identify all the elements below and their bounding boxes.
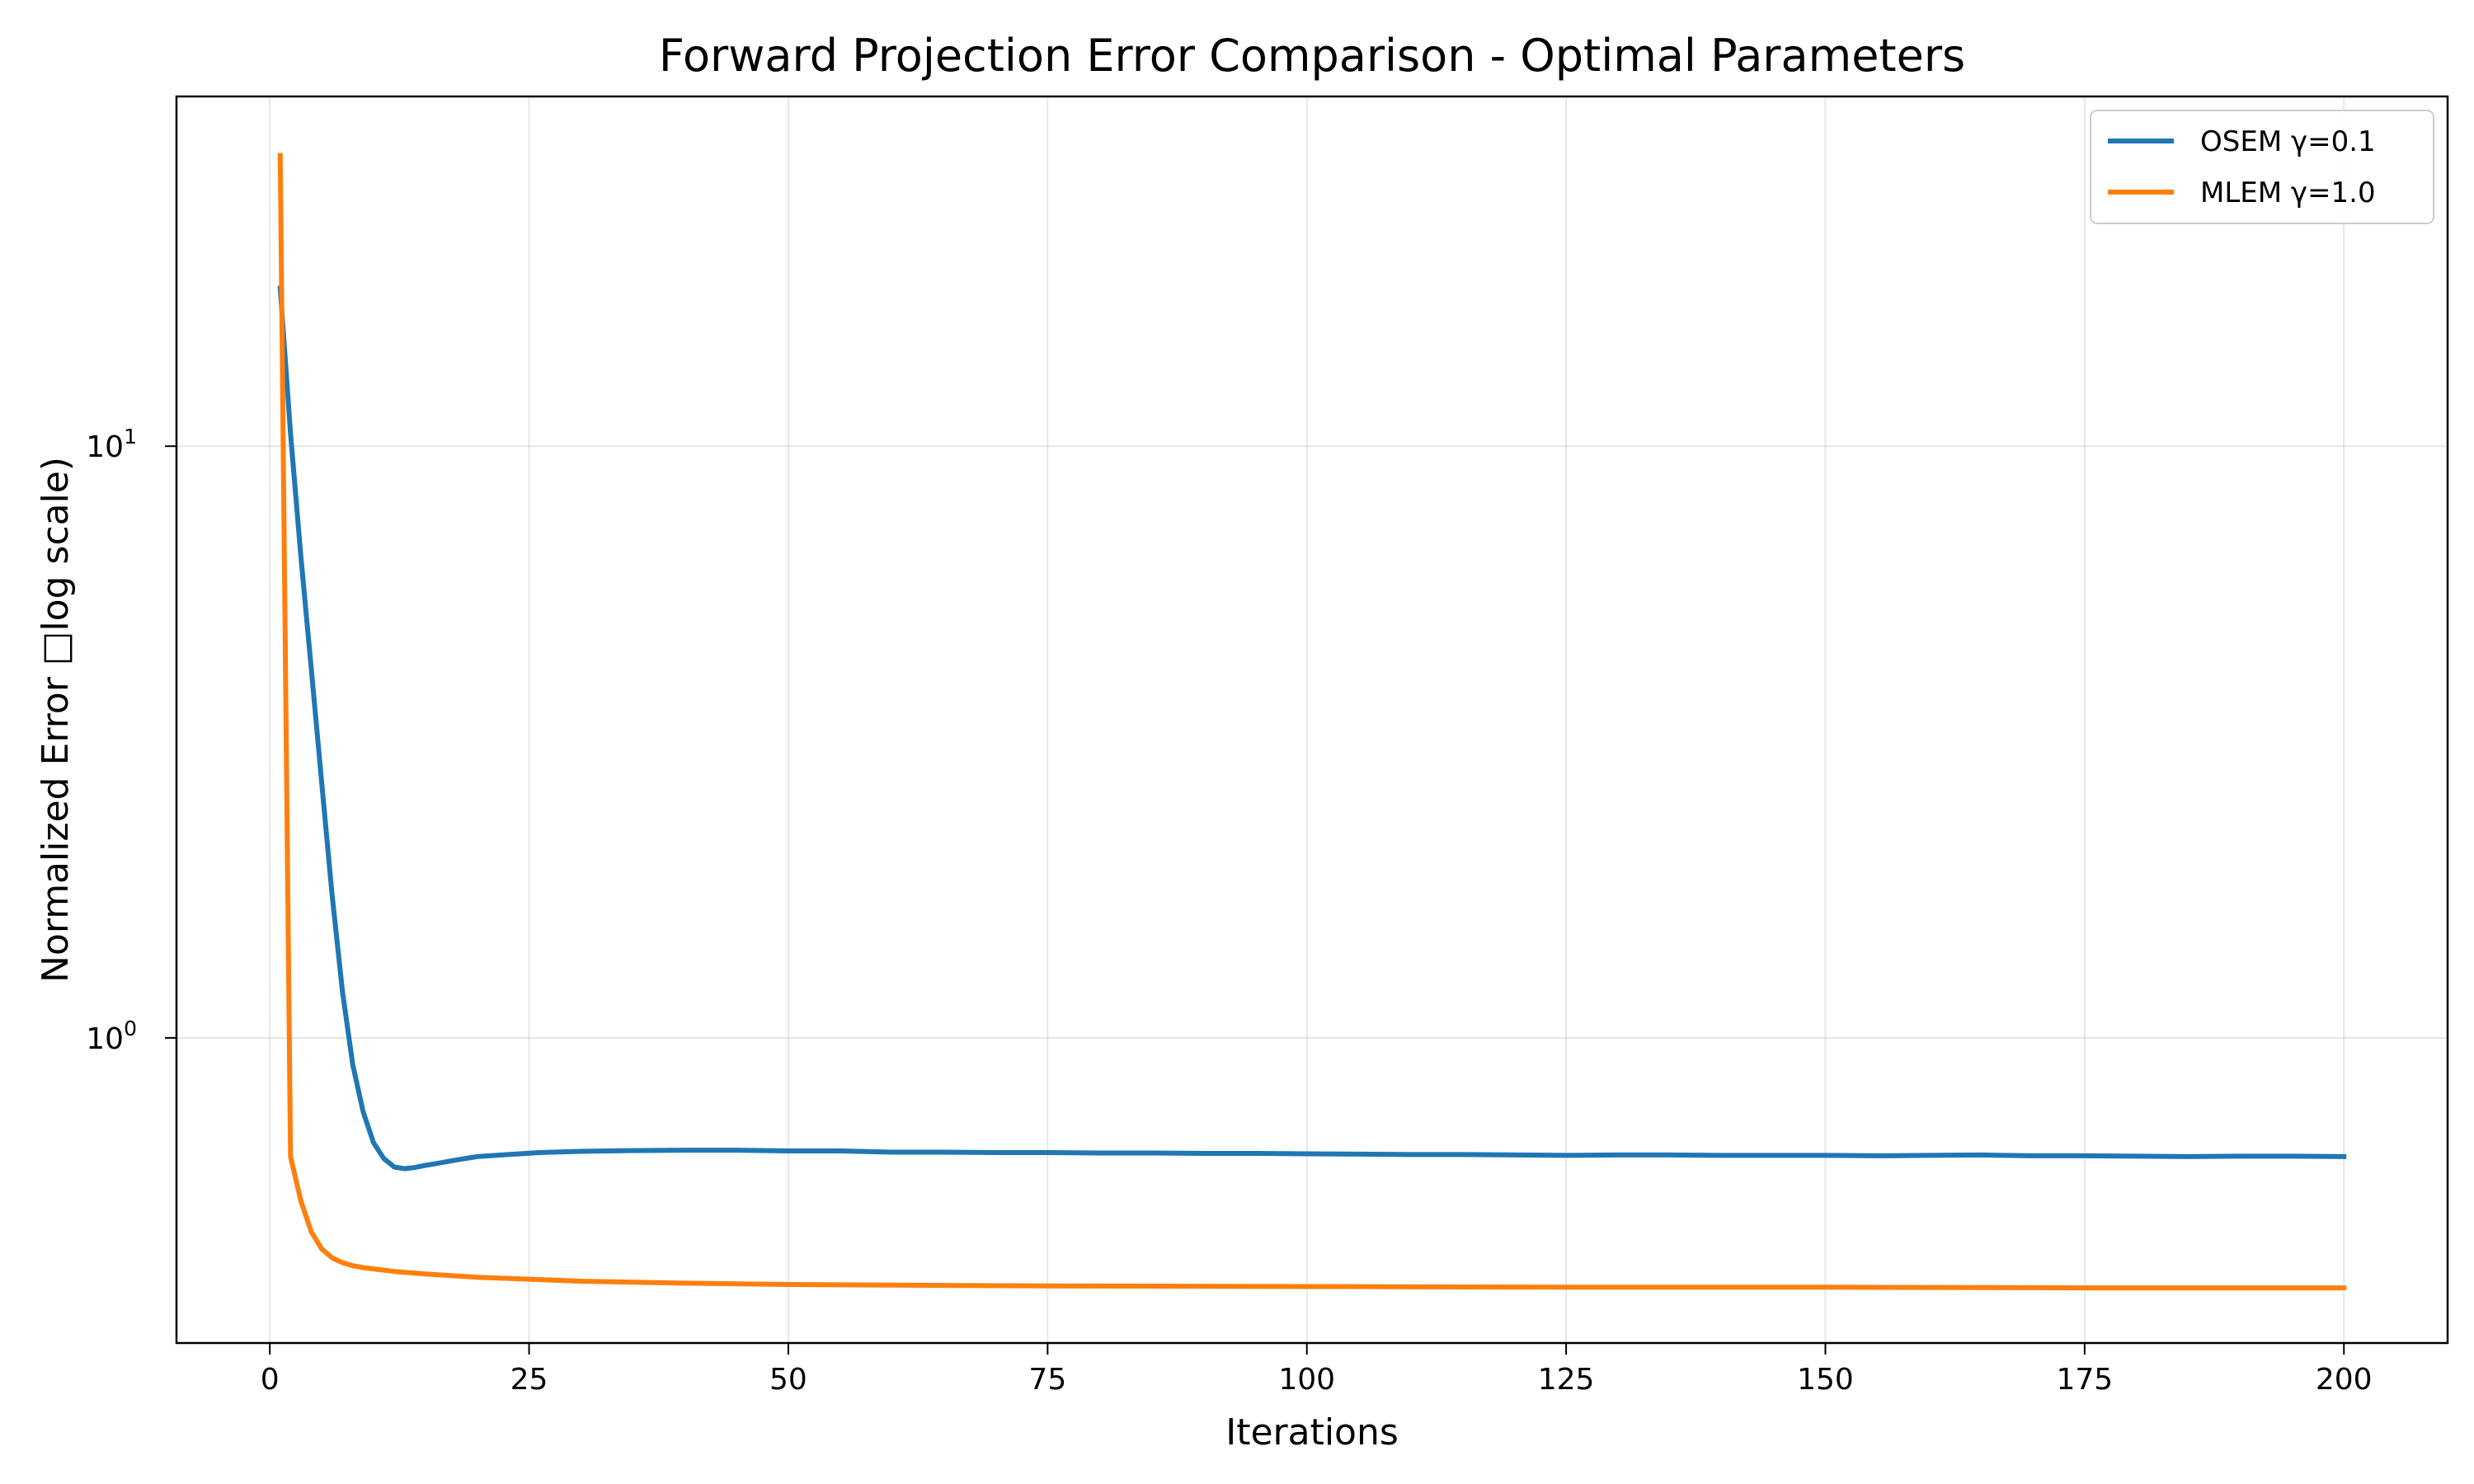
x-tick-label: 150 — [1797, 1363, 1854, 1397]
x-tick-label: 50 — [769, 1363, 807, 1397]
x-tick-label: 200 — [2316, 1363, 2373, 1397]
legend-box — [2090, 110, 2434, 224]
legend-label-mlem: MLEM γ=1.0 — [2200, 176, 2376, 209]
grid — [176, 96, 2448, 1343]
series-line-mlem — [277, 153, 2347, 1291]
x-tick-label: 125 — [1538, 1363, 1595, 1397]
series-group — [277, 153, 2347, 1291]
y-axis: 101 100 — [86, 425, 176, 1056]
x-tick-label: 25 — [510, 1363, 548, 1397]
x-axis: 0 25 50 75 100 125 150 175 200 — [261, 1343, 2373, 1397]
chart-title: Forward Projection Error Comparison - Op… — [659, 30, 1965, 82]
y-tick-label: 101 — [86, 425, 137, 464]
x-tick-label: 0 — [261, 1363, 280, 1397]
legend: OSEM γ=0.1 MLEM γ=1.0 — [2090, 110, 2434, 224]
x-tick-label: 100 — [1278, 1363, 1335, 1397]
x-tick-label: 75 — [1028, 1363, 1066, 1397]
y-tick-label: 100 — [86, 1017, 137, 1056]
series-line-osem — [277, 285, 2347, 1172]
x-axis-label: Iterations — [1225, 1411, 1399, 1453]
legend-label-osem: OSEM γ=0.1 — [2200, 125, 2376, 158]
plot-frame — [175, 95, 2449, 1345]
x-tick-label: 175 — [2057, 1363, 2114, 1397]
y-axis-label: Normalized Error □log scale) — [35, 457, 77, 983]
